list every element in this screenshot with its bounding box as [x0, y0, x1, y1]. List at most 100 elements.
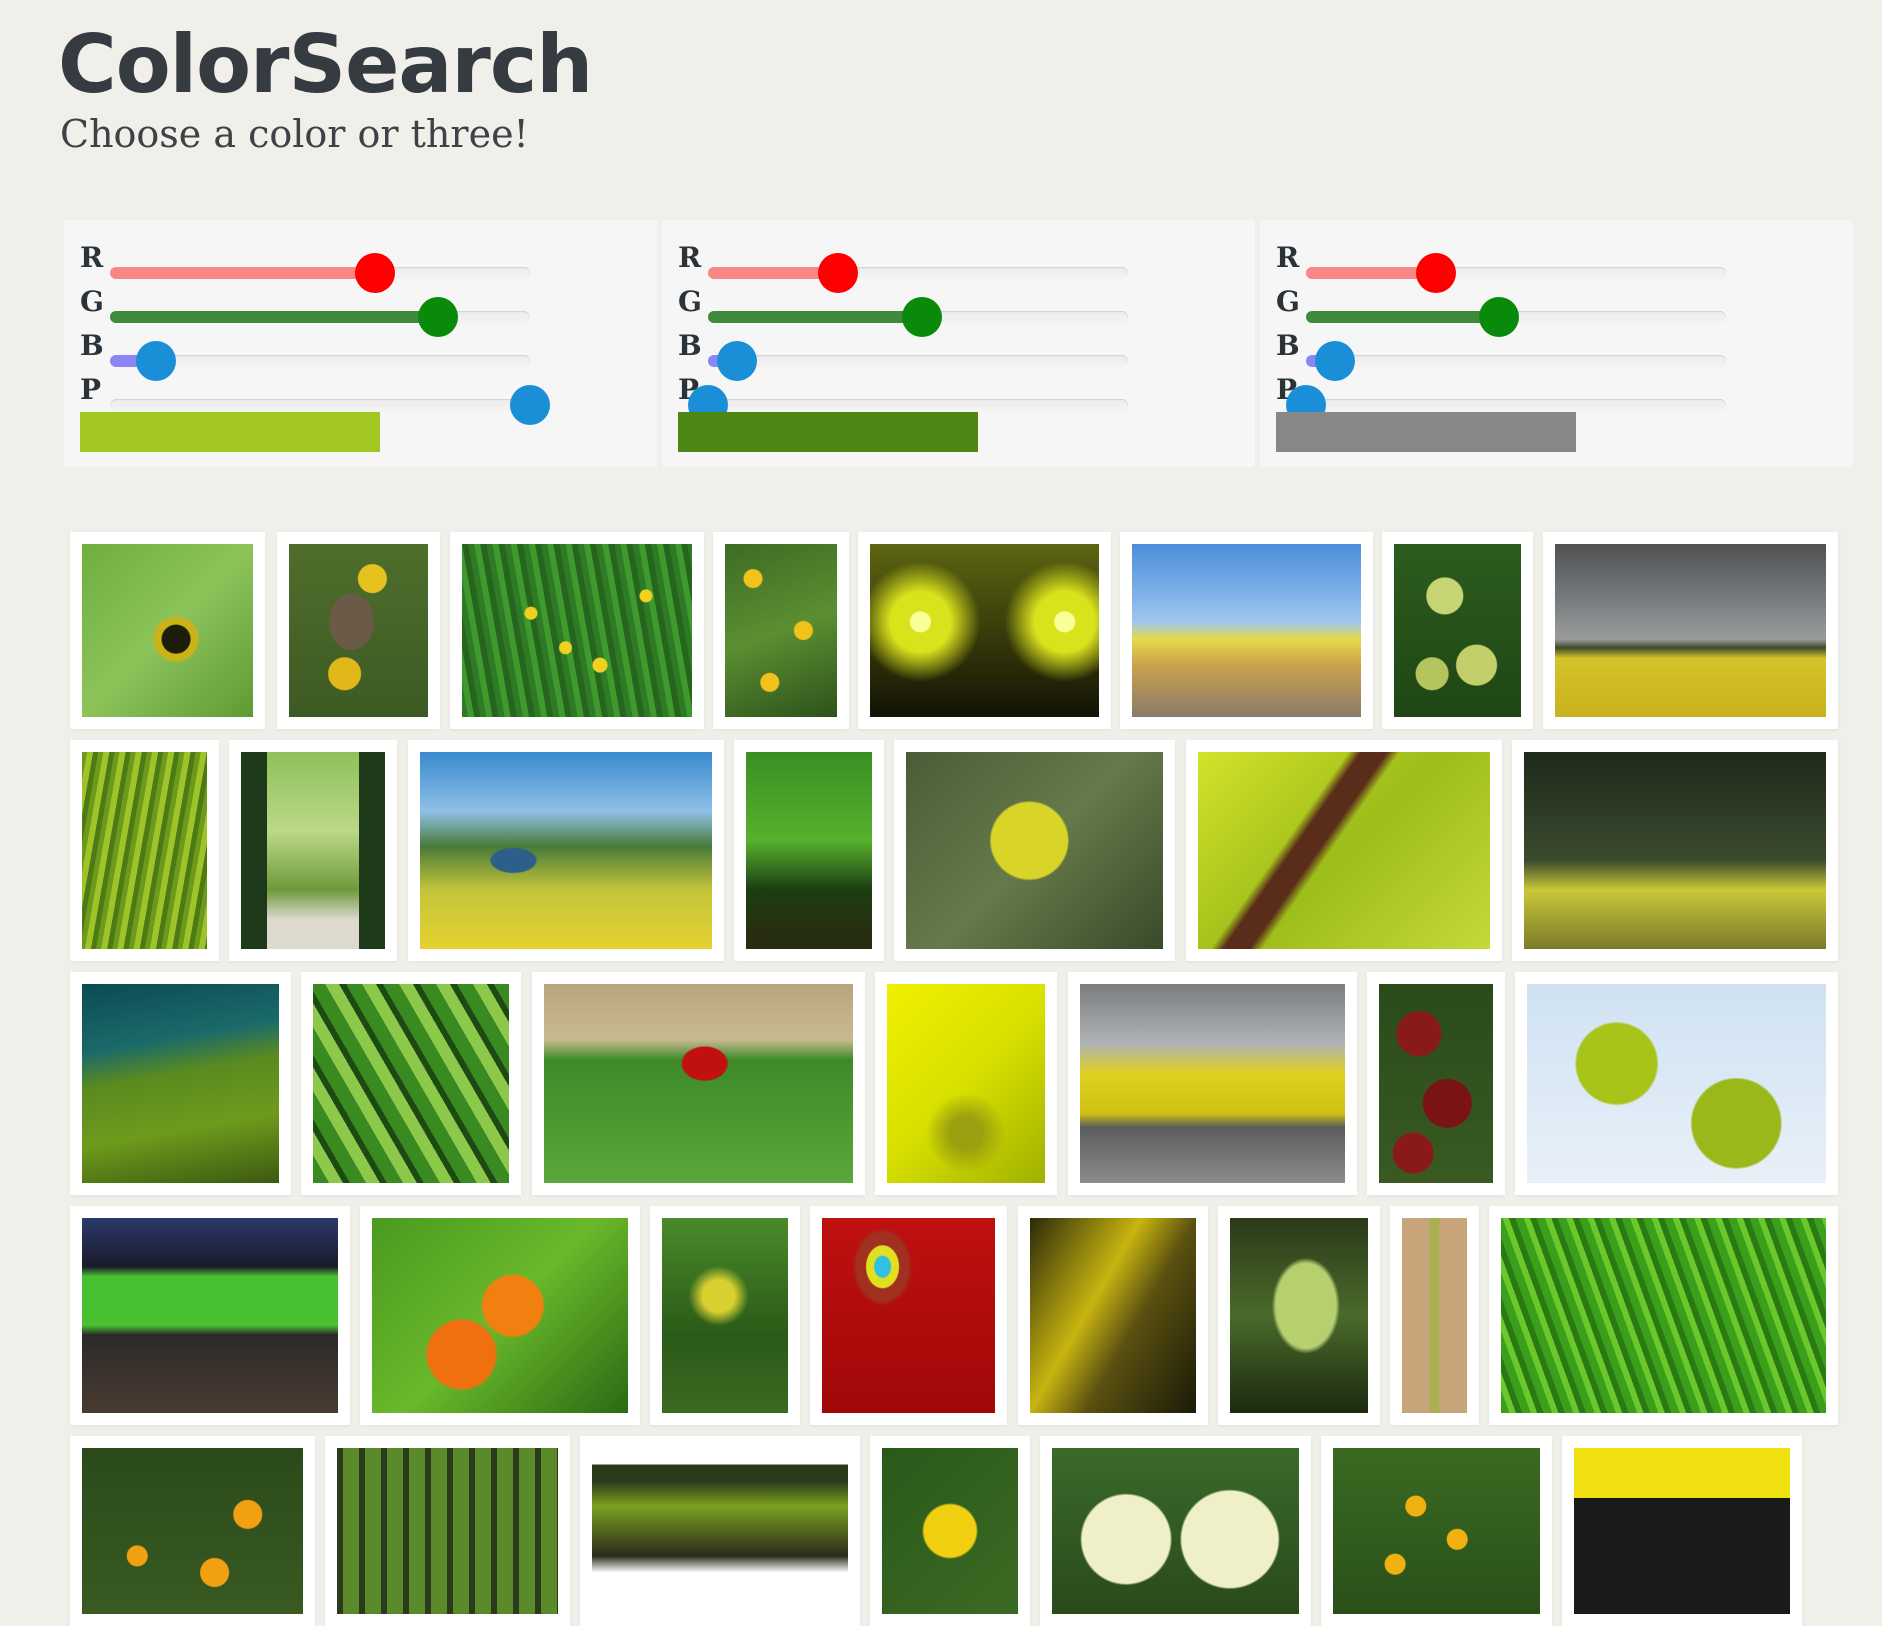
thumbnail-image: [544, 984, 853, 1183]
image-tile[interactable]: [70, 532, 265, 729]
image-tile[interactable]: [1367, 972, 1505, 1195]
slider-track-b[interactable]: [708, 341, 1128, 381]
slider-row-g: G: [64, 282, 657, 337]
slider-track-r[interactable]: [1306, 253, 1726, 293]
slider-fill-r: [1306, 267, 1437, 279]
image-tile[interactable]: [580, 1436, 860, 1626]
slider-row-p: P: [662, 370, 1255, 425]
thumbnail-image: [887, 984, 1045, 1183]
color-picker-1: R G B P: [64, 220, 657, 467]
thumbnail-image: [1524, 752, 1826, 949]
thumbnail-image: [882, 1448, 1018, 1614]
slider-row-r: R: [64, 238, 657, 293]
image-tile[interactable]: [1562, 1436, 1802, 1626]
image-tile[interactable]: [870, 1436, 1030, 1626]
image-tile[interactable]: [810, 1206, 1007, 1425]
image-tile[interactable]: [277, 532, 440, 729]
slider-handle-p[interactable]: [510, 385, 550, 425]
slider-handle-b[interactable]: [136, 341, 177, 381]
image-tile[interactable]: [1218, 1206, 1380, 1425]
slider-fill-r: [110, 267, 375, 279]
image-tile[interactable]: [408, 740, 724, 961]
image-tile[interactable]: [875, 972, 1057, 1195]
thumbnail-image: [241, 752, 385, 949]
page-subtitle: Choose a color or three!: [60, 112, 529, 156]
slider-track-b[interactable]: [110, 341, 530, 381]
slider-label-r: R: [1276, 241, 1300, 274]
image-tile[interactable]: [70, 1436, 315, 1626]
slider-label-b: B: [1276, 329, 1300, 362]
thumbnail-image: [462, 544, 692, 717]
image-tile[interactable]: [1543, 532, 1838, 729]
thumbnail-image: [82, 1448, 303, 1614]
thumbnail-image: [82, 544, 253, 717]
image-tile[interactable]: [70, 972, 291, 1195]
image-tile[interactable]: [650, 1206, 800, 1425]
slider-fill-g: [1306, 311, 1500, 323]
slider-handle-b[interactable]: [717, 341, 758, 381]
image-tile[interactable]: [70, 1206, 350, 1425]
slider-handle-r[interactable]: [1416, 253, 1457, 293]
image-tile[interactable]: [532, 972, 865, 1195]
thumbnail-image: [82, 752, 207, 949]
slider-handle-g[interactable]: [902, 297, 943, 337]
thumbnail-image: [1501, 1218, 1826, 1413]
slider-fill-r: [708, 267, 839, 279]
image-tile[interactable]: [450, 532, 704, 729]
slider-label-r: R: [80, 241, 104, 274]
thumbnail-image: [313, 984, 509, 1183]
image-tile[interactable]: [360, 1206, 640, 1425]
thumbnail-image: [1402, 1218, 1467, 1413]
image-tile[interactable]: [858, 532, 1111, 729]
image-tile[interactable]: [70, 740, 219, 961]
image-tile[interactable]: [1382, 532, 1533, 729]
slider-label-g: G: [1276, 285, 1300, 318]
image-tile[interactable]: [1489, 1206, 1838, 1425]
image-tile[interactable]: [734, 740, 884, 961]
slider-track-p[interactable]: [110, 385, 550, 425]
thumbnail-image: [1394, 544, 1521, 717]
slider-row-r: R: [662, 238, 1255, 293]
image-tile[interactable]: [1068, 972, 1357, 1195]
image-tile[interactable]: [1040, 1436, 1311, 1626]
image-tile[interactable]: [301, 972, 521, 1195]
image-tile[interactable]: [713, 532, 849, 729]
slider-track-r[interactable]: [110, 253, 530, 293]
slider-handle-g[interactable]: [417, 297, 458, 337]
thumbnail-image: [337, 1448, 558, 1614]
thumbnail-image: [1333, 1448, 1540, 1614]
image-tile[interactable]: [1512, 740, 1838, 961]
image-tile[interactable]: [1390, 1206, 1479, 1425]
thumbnail-image: [1052, 1448, 1299, 1614]
slider-row-b: B: [1260, 326, 1853, 381]
slider-track-g[interactable]: [708, 297, 1128, 337]
image-tile[interactable]: [894, 740, 1175, 961]
image-tile[interactable]: [1515, 972, 1838, 1195]
image-tile[interactable]: [1321, 1436, 1552, 1626]
slider-track-p[interactable]: [688, 385, 1128, 425]
slider-track-b[interactable]: [1306, 341, 1726, 381]
slider-fill-g: [708, 311, 923, 323]
thumbnail-image: [82, 1218, 338, 1413]
color-swatch: [1276, 412, 1576, 452]
image-tile[interactable]: [229, 740, 397, 961]
slider-track-p[interactable]: [1286, 385, 1726, 425]
thumbnail-image: [1527, 984, 1826, 1183]
slider-label-g: G: [80, 285, 104, 318]
slider-handle-g[interactable]: [1479, 297, 1520, 337]
thumbnail-image: [1379, 984, 1493, 1183]
slider-track-g[interactable]: [1306, 297, 1726, 337]
color-swatch: [678, 412, 978, 452]
thumbnail-image: [1198, 752, 1490, 949]
slider-track-r[interactable]: [708, 253, 1128, 293]
image-tile[interactable]: [1186, 740, 1502, 961]
slider-handle-r[interactable]: [818, 253, 859, 293]
image-tile[interactable]: [1018, 1206, 1208, 1425]
thumbnail-image: [1555, 544, 1826, 717]
image-tile[interactable]: [1120, 532, 1373, 729]
slider-handle-r[interactable]: [354, 253, 395, 293]
page-title: ColorSearch: [58, 18, 593, 111]
slider-handle-b[interactable]: [1315, 341, 1356, 381]
slider-track-g[interactable]: [110, 297, 530, 337]
image-tile[interactable]: [325, 1436, 570, 1626]
